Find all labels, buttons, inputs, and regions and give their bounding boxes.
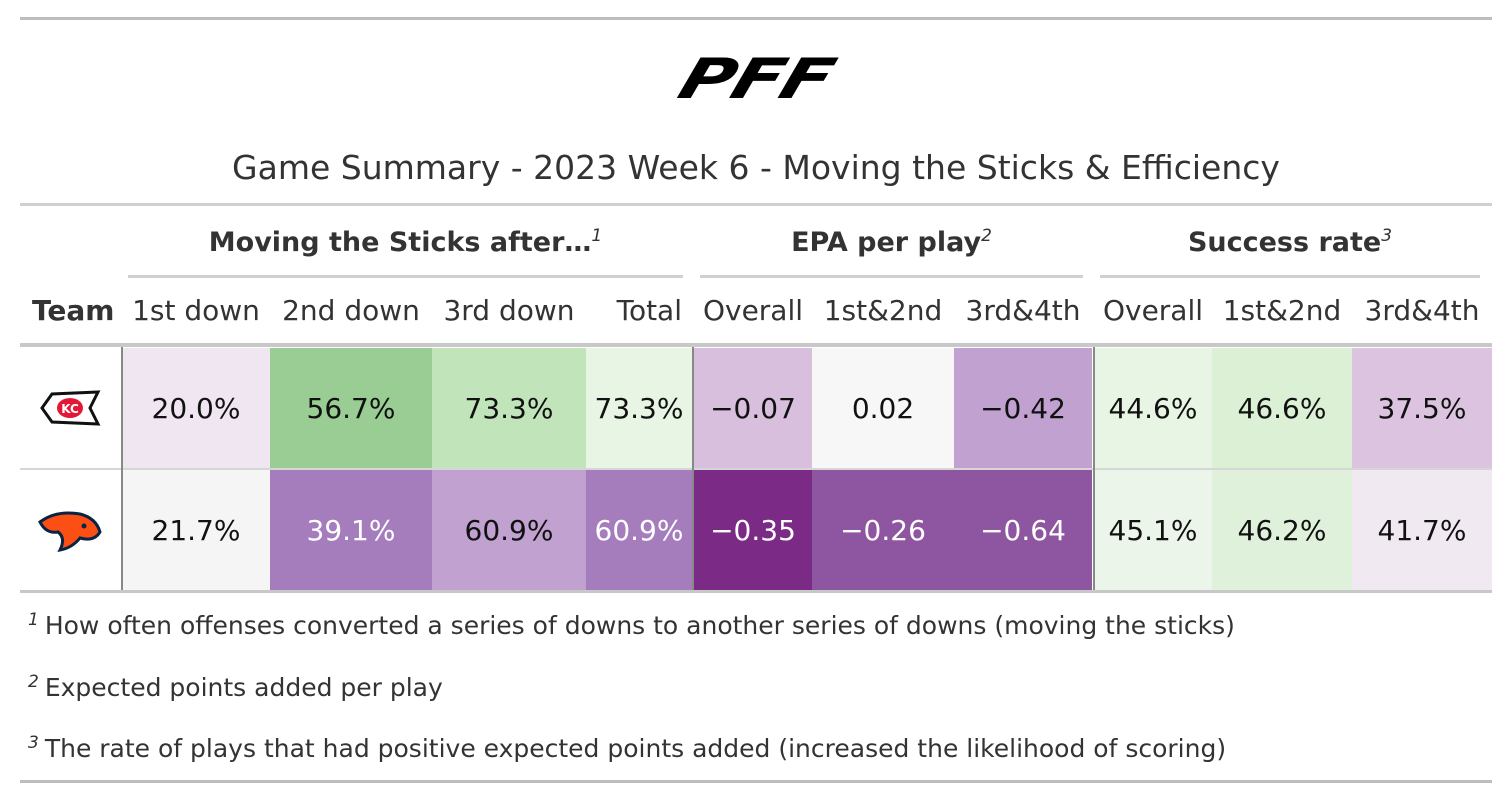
spanner-label: EPA per play2	[700, 226, 1083, 258]
column-divider	[692, 347, 694, 590]
table-cell: 21.7%	[122, 470, 270, 590]
footnote-text: The rate of plays that had positive expe…	[44, 734, 1227, 764]
table-cell: −0.35	[694, 470, 812, 590]
column-header: 3rd down	[443, 294, 575, 327]
footnote: 2 Expected points added per play	[28, 672, 443, 702]
footnote-text: Expected points added per play	[44, 673, 443, 703]
table-cell: 60.9%	[432, 470, 586, 590]
spanner-mark: 3	[1381, 226, 1393, 246]
table-bottom-rule	[20, 590, 1492, 593]
table-cell: 45.1%	[1094, 470, 1212, 590]
column-header: Overall	[1102, 294, 1204, 327]
top-rule	[20, 17, 1492, 20]
table-cell: 44.6%	[1094, 348, 1212, 468]
column-divider	[121, 347, 123, 590]
footnote-mark: 2	[28, 672, 39, 692]
table-cell: 46.2%	[1212, 470, 1352, 590]
spanner-mark: 1	[591, 226, 603, 246]
spanner-line	[1100, 275, 1480, 278]
table-cell: 20.0%	[122, 348, 270, 468]
footnote-mark: 1	[28, 610, 39, 630]
column-header: Total	[616, 294, 682, 327]
header-rule	[20, 343, 1492, 347]
spanner-line	[700, 275, 1083, 278]
table-cell: 73.3%	[432, 348, 586, 468]
spanner-text: Success rate	[1187, 227, 1382, 258]
team-logo	[20, 470, 120, 590]
table-cell: 73.3%	[586, 348, 692, 468]
column-header: 2nd down	[282, 294, 420, 327]
column-header: Overall	[702, 294, 804, 327]
bottom-rule	[20, 780, 1492, 783]
spanner-label: Success rate3	[1100, 226, 1480, 258]
table-cell: −0.64	[954, 470, 1092, 590]
footnote: 3 The rate of plays that had positive exp…	[28, 733, 1226, 763]
spanner-text: EPA per play	[791, 227, 982, 258]
team-logo: KC	[20, 348, 120, 468]
table-cell: −0.07	[694, 348, 812, 468]
logo: PFF	[670, 46, 842, 112]
table-cell: 46.6%	[1212, 348, 1352, 468]
table-cell: 39.1%	[270, 470, 432, 590]
table-cell: 37.5%	[1352, 348, 1492, 468]
column-header: Team	[32, 294, 115, 327]
column-header: 1st down	[132, 294, 260, 327]
column-header: 3rd&4th	[1364, 294, 1480, 327]
footnote-text: How often offenses converted a series of…	[44, 611, 1235, 641]
footnote-mark: 3	[28, 733, 39, 753]
table-cell: 60.9%	[586, 470, 692, 590]
spanner-text: Moving the Sticks after…	[208, 227, 592, 258]
table-cell: 56.7%	[270, 348, 432, 468]
table-cell: 41.7%	[1352, 470, 1492, 590]
table-cell: −0.42	[954, 348, 1092, 468]
spanner-line	[128, 275, 683, 278]
footnote: 1 How often offenses converted a series o…	[28, 610, 1235, 640]
spanner-mark: 2	[981, 226, 992, 246]
column-header: 1st&2nd	[1222, 294, 1342, 327]
column-header: 1st&2nd	[823, 294, 943, 327]
svg-text:KC: KC	[61, 402, 79, 416]
title-rule	[20, 203, 1492, 206]
column-divider	[1093, 347, 1095, 590]
row-divider	[20, 468, 1492, 470]
column-header: 3rd&4th	[965, 294, 1081, 327]
table-cell: 0.02	[812, 348, 954, 468]
title: Game Summary - 2023 Week 6 - Moving the …	[232, 148, 1280, 187]
table-cell: −0.26	[812, 470, 954, 590]
spanner-label: Moving the Sticks after…1	[128, 226, 683, 258]
